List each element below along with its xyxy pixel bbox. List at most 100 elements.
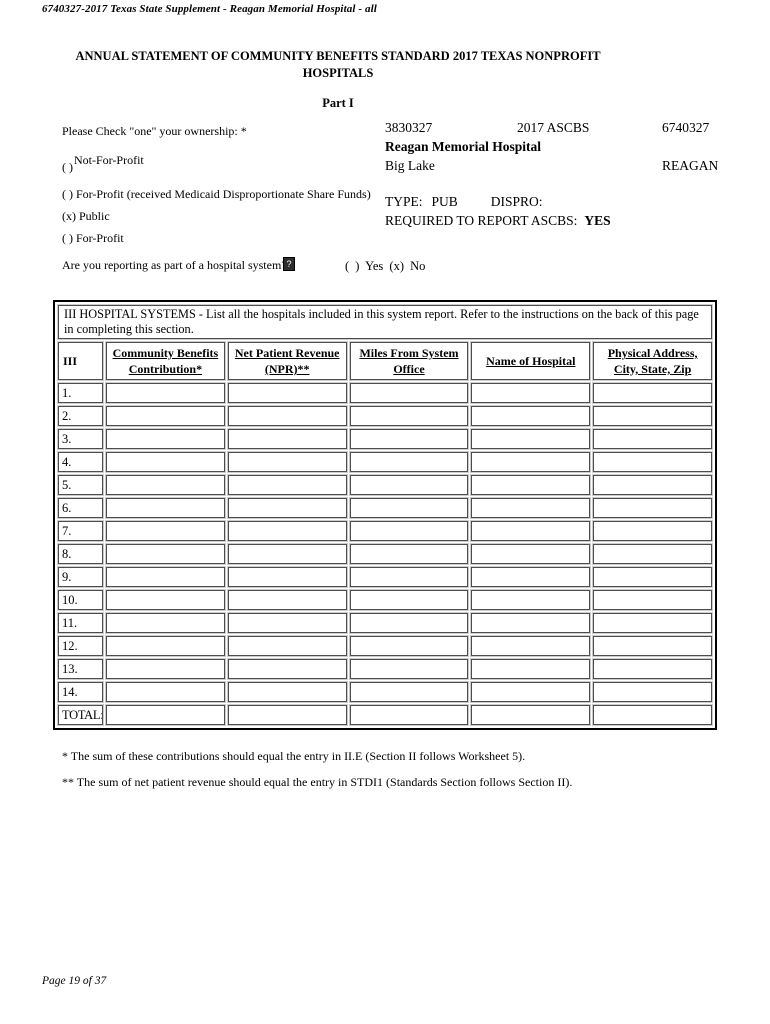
empty-data-cell <box>471 613 591 633</box>
empty-data-cell <box>106 613 225 633</box>
facility-type-row: TYPE: PUB DISPRO: <box>385 192 730 211</box>
empty-data-cell <box>227 383 347 403</box>
empty-data-cell <box>349 452 469 472</box>
checkbox-mark-checked: (x) <box>62 209 76 223</box>
row-number-cell: 4. <box>58 452 103 472</box>
table-row: 10. <box>58 590 712 610</box>
ownership-option-label: Not-For-Profit <box>74 153 144 167</box>
ownership-option-public: (x) Public <box>62 208 371 225</box>
empty-data-cell <box>593 590 712 610</box>
facility-name: Reagan Memorial Hospital <box>385 139 541 154</box>
empty-data-cell <box>349 383 469 403</box>
table-row: 6. <box>58 498 712 518</box>
table-row: 7. <box>58 521 712 541</box>
document-header-line: 6740327-2017 Texas State Supplement - Re… <box>42 3 377 15</box>
footnote-npr: ** The sum of net patient revenue should… <box>62 775 573 789</box>
facility-id-row: 3830327 2017 ASCBS 6740327 <box>385 118 730 137</box>
empty-data-cell <box>106 475 225 495</box>
empty-data-cell <box>349 636 469 656</box>
ownership-option-label: For-Profit (received Medicaid Disproport… <box>76 187 371 201</box>
row-number-cell: 6. <box>58 498 103 518</box>
help-icon[interactable]: ? <box>283 257 295 271</box>
empty-data-cell <box>349 498 469 518</box>
facility-alt-id: 6740327 <box>662 120 710 135</box>
table-row: 14. <box>58 682 712 702</box>
table-row: 3. <box>58 429 712 449</box>
empty-data-cell <box>106 452 225 472</box>
row-number-cell: 2. <box>58 406 103 426</box>
empty-data-cell <box>106 682 225 702</box>
footnote-contributions: * The sum of these contributions should … <box>62 749 526 763</box>
row-number-cell: 12. <box>58 636 103 656</box>
row-number-cell: 13. <box>58 659 103 679</box>
row-number-cell: 11. <box>58 613 103 633</box>
form-title-line2: HOSPITALS <box>302 66 374 80</box>
empty-data-cell <box>227 590 347 610</box>
table-caption: III HOSPITAL SYSTEMS - List all the hosp… <box>58 305 712 339</box>
empty-data-cell <box>471 498 591 518</box>
total-miles-cell <box>349 705 469 725</box>
empty-data-cell <box>349 475 469 495</box>
hospital-system-answer: ( ) Yes (x) No <box>345 259 426 273</box>
empty-data-cell <box>349 567 469 587</box>
empty-data-cell <box>106 567 225 587</box>
column-header-address: Physical Address, City, State, Zip <box>593 342 712 380</box>
empty-data-cell <box>471 590 591 610</box>
empty-data-cell <box>593 475 712 495</box>
table-row: 13. <box>58 659 712 679</box>
table-row: 8. <box>58 544 712 564</box>
empty-data-cell <box>227 406 347 426</box>
empty-data-cell <box>593 682 712 702</box>
table-row: 1. <box>58 383 712 403</box>
empty-data-cell <box>471 429 591 449</box>
page-number: Page 19 of 37 <box>42 975 107 987</box>
ownership-option-for-profit: ( ) For-Profit <box>62 230 371 247</box>
total-label: TOTAL: <box>58 705 103 725</box>
ownership-prompt: Please Check "one" your ownership: * <box>62 124 247 138</box>
empty-data-cell <box>106 498 225 518</box>
required-label: REQUIRED TO REPORT ASCBS: <box>385 213 578 228</box>
required-to-report-row: REQUIRED TO REPORT ASCBS: YES <box>385 211 730 230</box>
empty-data-cell <box>471 567 591 587</box>
total-address-cell <box>593 705 712 725</box>
empty-data-cell <box>593 452 712 472</box>
empty-data-cell <box>349 682 469 702</box>
row-number-cell: 9. <box>58 567 103 587</box>
form-title-line1: ANNUAL STATEMENT OF COMMUNITY BENEFITS S… <box>75 49 601 63</box>
total-community-benefits-cell <box>106 705 225 725</box>
row-number-cell: 8. <box>58 544 103 564</box>
facility-city-row: Big Lake REAGAN <box>385 156 730 175</box>
checkbox-mark: ( ) <box>62 160 73 174</box>
column-header-community-benefits: Community Benefits Contribution* <box>106 342 225 380</box>
empty-data-cell <box>471 544 591 564</box>
ownership-option-for-profit-dispro: ( ) For-Profit (received Medicaid Disprop… <box>62 186 371 203</box>
empty-data-cell <box>471 475 591 495</box>
empty-data-cell <box>349 544 469 564</box>
total-name-cell <box>471 705 591 725</box>
empty-data-cell <box>227 498 347 518</box>
facility-city: Big Lake <box>385 158 435 173</box>
empty-data-cell <box>106 406 225 426</box>
total-row: TOTAL: <box>58 705 712 725</box>
ownership-option-label: Public <box>79 209 110 223</box>
empty-data-cell <box>593 544 712 564</box>
checkbox-mark: ( ) <box>62 187 73 201</box>
empty-data-cell <box>349 521 469 541</box>
table-row: 5. <box>58 475 712 495</box>
checkbox-mark: ( ) <box>62 231 73 245</box>
empty-data-cell <box>593 613 712 633</box>
empty-data-cell <box>106 659 225 679</box>
column-header-hospital-name: Name of Hospital <box>471 342 591 380</box>
empty-data-cell <box>227 682 347 702</box>
total-npr-cell <box>227 705 347 725</box>
hospital-systems-table: III HOSPITAL SYSTEMS - List all the hosp… <box>53 300 717 730</box>
empty-data-cell <box>227 613 347 633</box>
empty-data-cell <box>593 383 712 403</box>
table-row: 12. <box>58 636 712 656</box>
empty-data-cell <box>593 498 712 518</box>
dispro-label: DISPRO: <box>490 194 543 209</box>
empty-data-cell <box>593 659 712 679</box>
empty-data-cell <box>471 383 591 403</box>
empty-data-cell <box>227 429 347 449</box>
table-row: 11. <box>58 613 712 633</box>
